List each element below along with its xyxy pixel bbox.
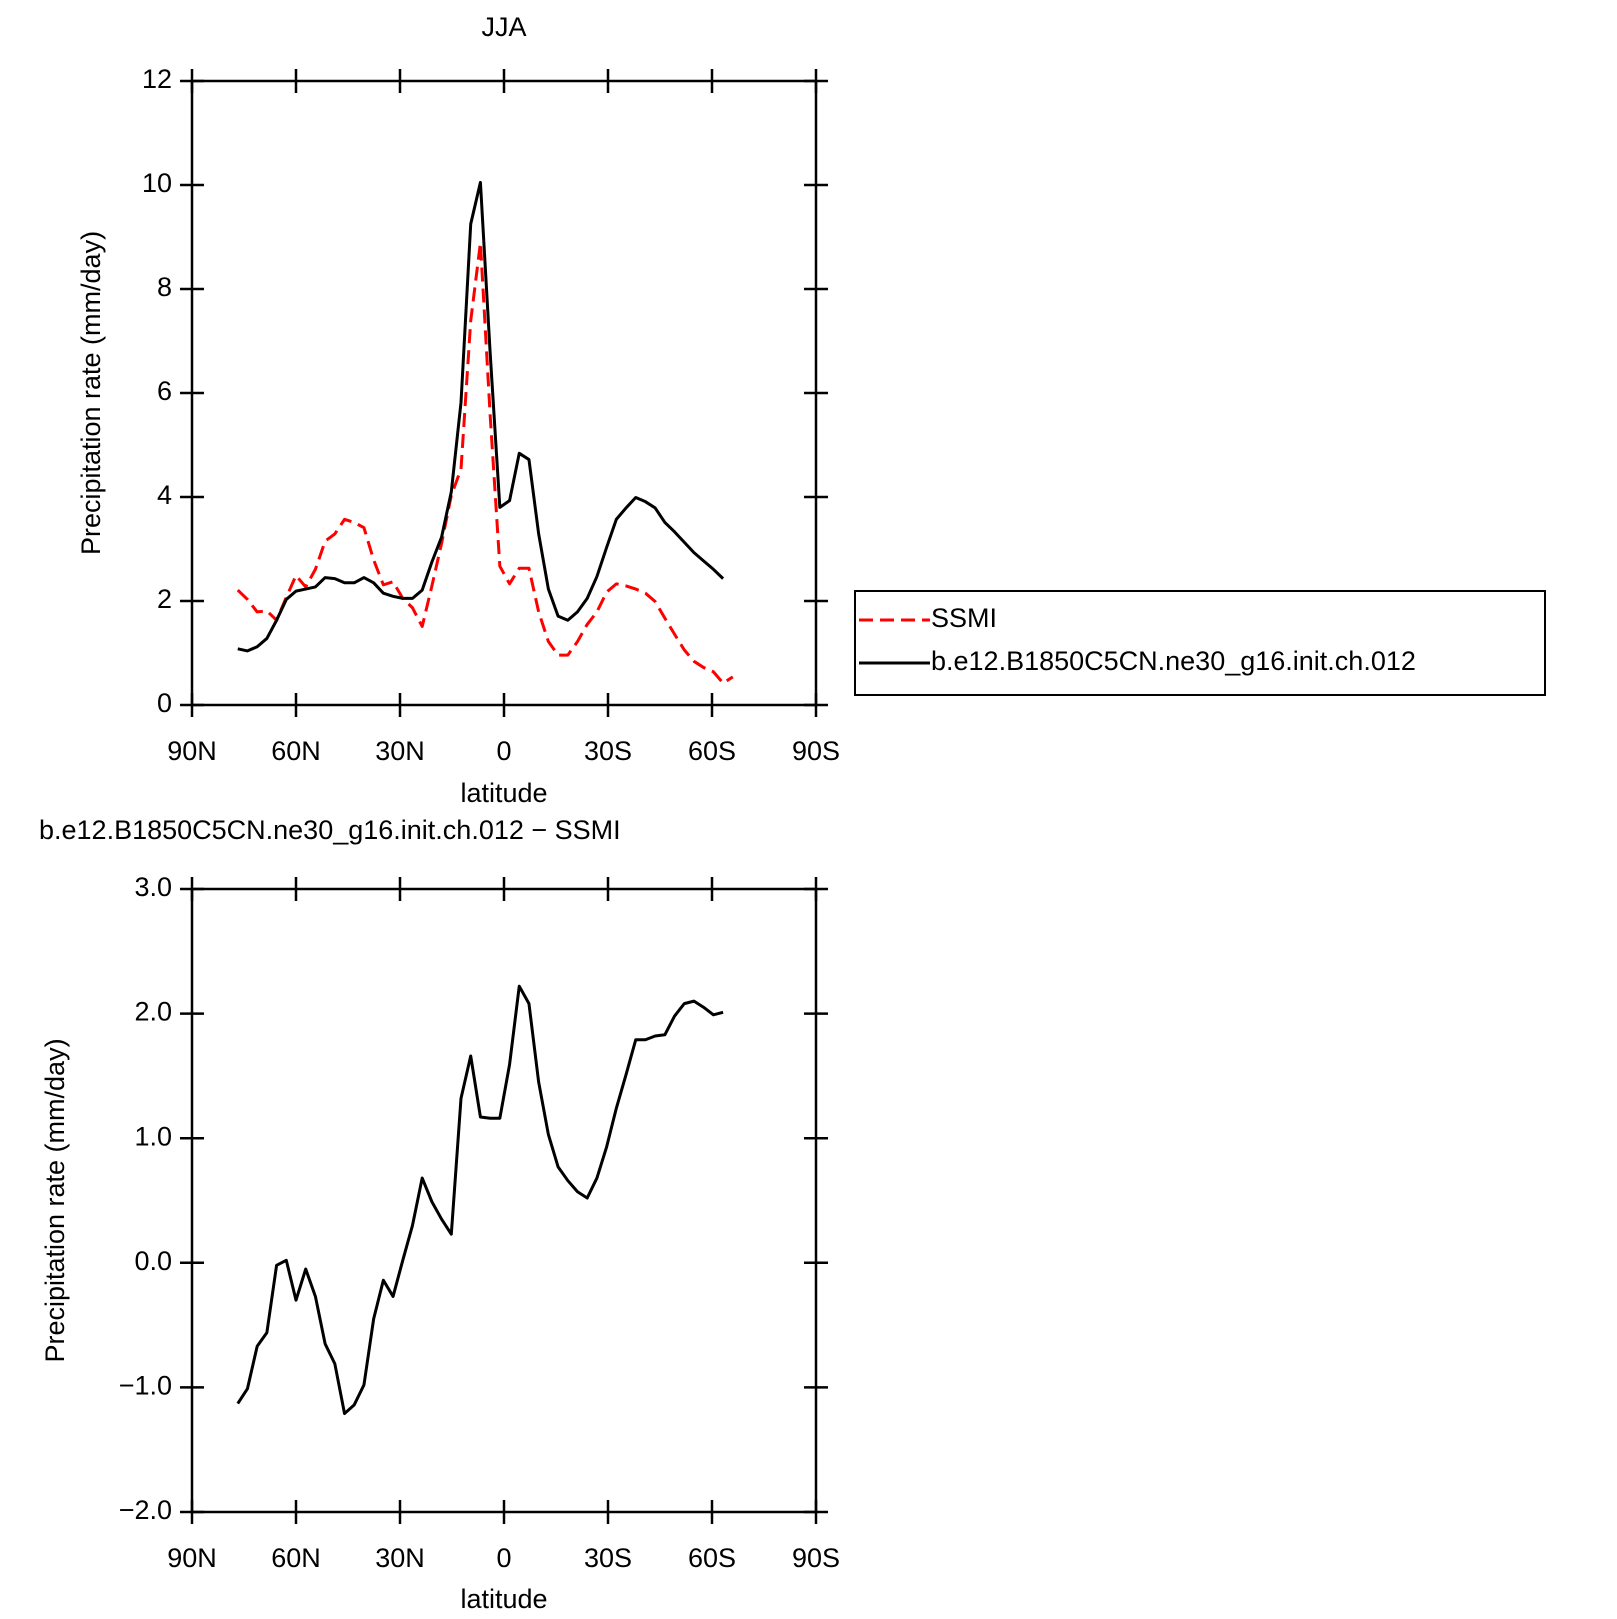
chart-title: b.e12.B1850C5CN.ne30_g16.init.ch.012 − S… (39, 815, 621, 845)
x-tick-label: 30S (584, 736, 632, 766)
x-tick-label: 30N (375, 1543, 425, 1573)
y-tick-label: 0.0 (134, 1246, 172, 1276)
y-tick-label: 6 (157, 376, 172, 406)
y-tick-label: 8 (157, 272, 172, 302)
x-tick-label: 90S (792, 1543, 840, 1573)
y-tick-label: 4 (157, 480, 172, 510)
x-tick-label: 30N (375, 736, 425, 766)
y-tick-label: −1.0 (119, 1371, 172, 1401)
y-axis-label: Precipitation rate (mm/day) (40, 1038, 70, 1362)
y-tick-label: 0 (157, 688, 172, 718)
y-tick-label: 12 (142, 64, 172, 94)
y-tick-label: 1.0 (134, 1121, 172, 1151)
data-line (237, 180, 725, 653)
x-tick-label: 90S (792, 736, 840, 766)
data-line (236, 241, 734, 685)
plot-frame (190, 887, 818, 1514)
y-tick-label: 3.0 (134, 872, 172, 902)
x-tick-label: 60N (271, 736, 321, 766)
x-tick-label: 60N (271, 1543, 321, 1573)
y-axis-label: Precipitation rate (mm/day) (76, 231, 106, 555)
legend-box (854, 590, 1546, 696)
x-tick-label: 60S (688, 736, 736, 766)
x-tick-label: 30S (584, 1543, 632, 1573)
chart-title: JJA (481, 12, 526, 42)
y-tick-label: −2.0 (119, 1495, 172, 1525)
y-tick-label: 2 (157, 584, 172, 614)
x-tick-label: 0 (496, 736, 511, 766)
data-line (236, 984, 724, 1416)
x-tick-label: 60S (688, 1543, 736, 1573)
legend-label: SSMI (931, 603, 997, 633)
legend-label: b.e12.B1850C5CN.ne30_g16.init.ch.012 (931, 646, 1416, 676)
x-tick-label: 0 (496, 1543, 511, 1573)
plot-frame (190, 79, 818, 707)
x-tick-label: 90N (167, 1543, 217, 1573)
x-axis-label: latitude (460, 1584, 547, 1614)
x-tick-label: 90N (167, 736, 217, 766)
y-tick-label: 10 (142, 168, 172, 198)
y-tick-label: 2.0 (134, 997, 172, 1027)
x-axis-label: latitude (460, 778, 547, 808)
